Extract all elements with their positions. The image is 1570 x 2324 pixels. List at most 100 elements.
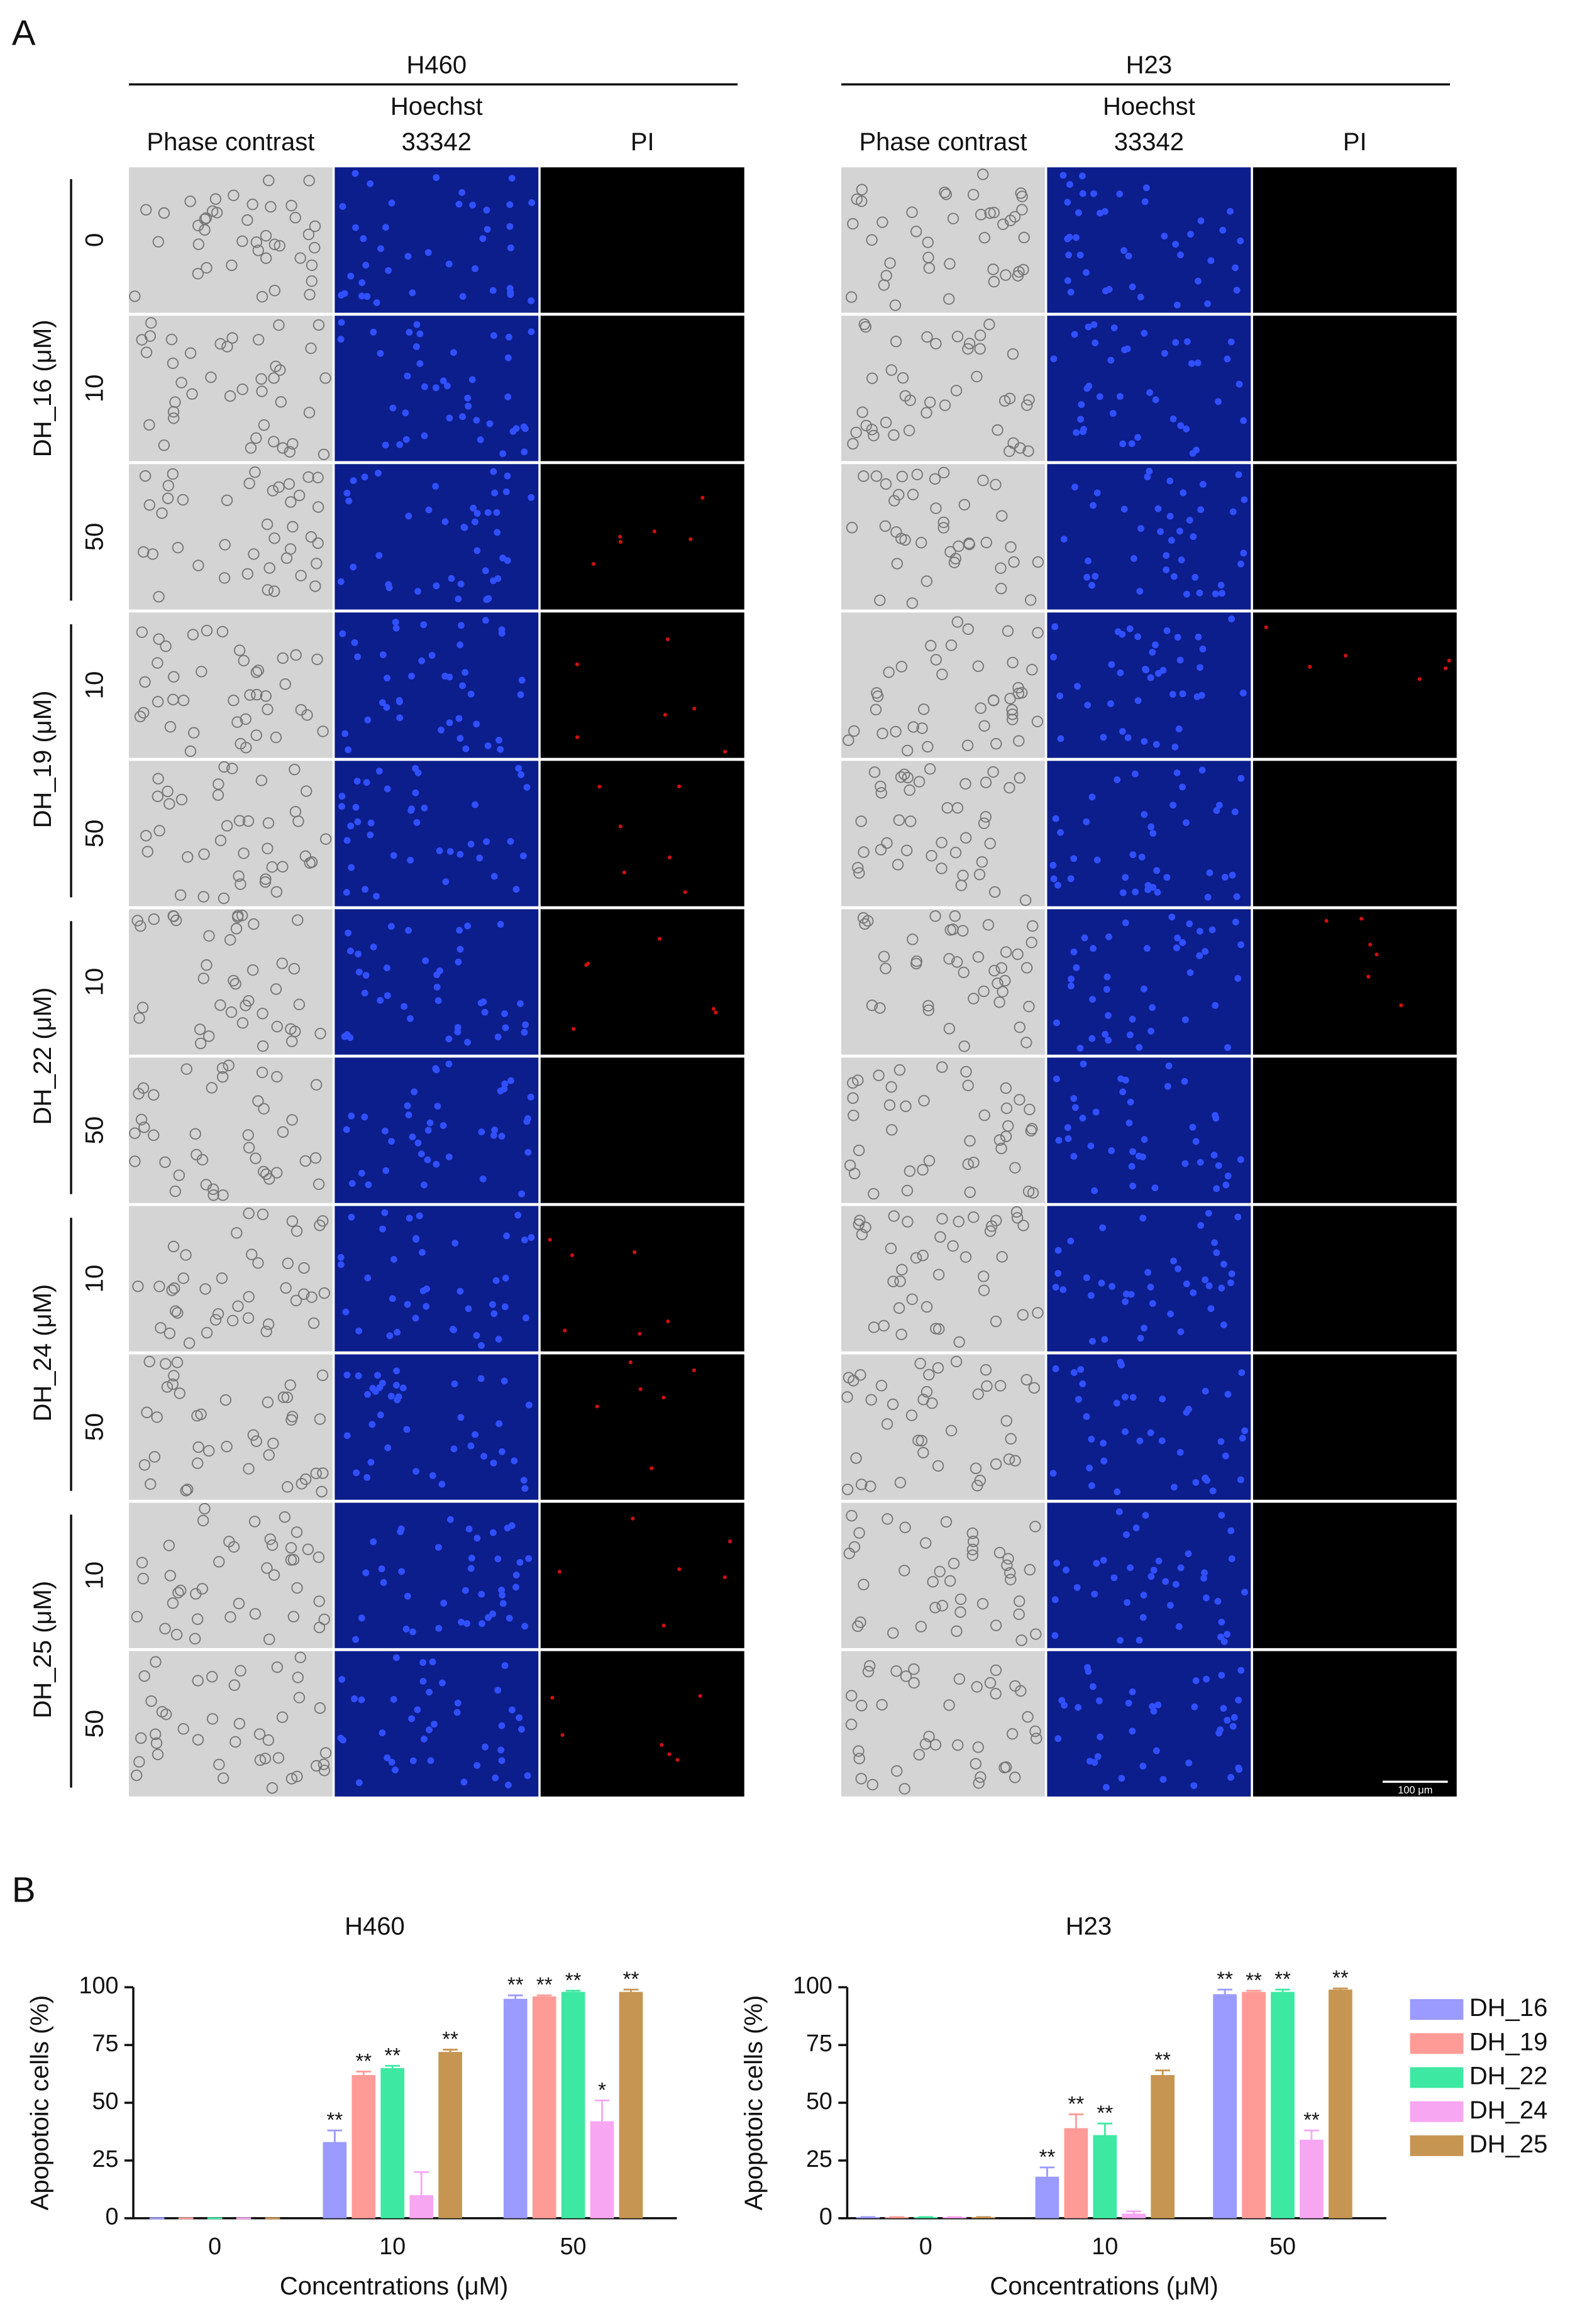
nucleus xyxy=(380,1579,387,1586)
cell xyxy=(311,558,323,570)
nucleus xyxy=(446,1516,454,1523)
nucleus xyxy=(1137,294,1144,301)
y-tick-label: 50 xyxy=(92,2088,119,2114)
significance: ** xyxy=(1217,1968,1233,1991)
nucleus xyxy=(1198,766,1206,774)
cell xyxy=(997,986,1009,998)
nucleus xyxy=(1050,653,1057,661)
cell xyxy=(230,923,243,935)
cell xyxy=(248,918,260,930)
significance: ** xyxy=(1246,1968,1262,1991)
cell xyxy=(904,784,915,796)
cell xyxy=(167,1597,179,1609)
cell xyxy=(886,1124,898,1136)
cell xyxy=(304,289,316,300)
nucleus xyxy=(1097,209,1103,217)
nucleus xyxy=(1194,359,1202,366)
cell xyxy=(140,830,152,842)
bar xyxy=(619,1991,643,2218)
nucleus xyxy=(1176,1449,1184,1456)
nucleus xyxy=(1154,505,1162,512)
nucleus xyxy=(494,1687,502,1694)
nucleus xyxy=(507,838,514,845)
cell xyxy=(197,1514,209,1527)
micrograph xyxy=(1047,464,1251,610)
nucleus xyxy=(388,1758,395,1766)
nucleus xyxy=(379,699,386,707)
nucleus xyxy=(1186,920,1193,927)
pi-spot xyxy=(667,1752,672,1756)
nucleus xyxy=(412,1236,420,1243)
cell xyxy=(132,1280,144,1292)
cell xyxy=(993,1546,1006,1559)
nucleus xyxy=(1217,1633,1224,1641)
column-header: PI xyxy=(631,128,655,156)
nucleus xyxy=(478,1341,485,1349)
cell xyxy=(233,870,245,882)
cell xyxy=(165,333,178,346)
nucleus xyxy=(1083,1274,1090,1282)
nucleus xyxy=(518,1190,526,1198)
nucleus xyxy=(498,1722,506,1729)
cell xyxy=(245,442,257,454)
nucleus xyxy=(361,1113,368,1121)
pi-spot xyxy=(660,1743,664,1747)
nucleus xyxy=(1173,944,1180,952)
cell xyxy=(881,1418,893,1430)
cell xyxy=(1009,1162,1021,1174)
nucleus xyxy=(1217,1438,1225,1445)
cell xyxy=(262,1318,275,1330)
cell xyxy=(164,1570,176,1582)
nucleus xyxy=(345,746,352,754)
bar xyxy=(323,2142,347,2218)
nucleus xyxy=(1129,1727,1136,1735)
column-header: 33342 xyxy=(1114,128,1184,156)
cell xyxy=(152,657,163,669)
cell xyxy=(250,666,263,678)
significance: ** xyxy=(1332,1966,1349,1990)
cell xyxy=(847,1092,859,1104)
nucleus xyxy=(490,332,497,339)
cell xyxy=(1029,1725,1041,1737)
cell xyxy=(172,541,184,554)
cell xyxy=(259,1753,272,1765)
nucleus xyxy=(512,1583,519,1591)
cell xyxy=(169,1282,180,1294)
nucleus xyxy=(1163,566,1170,573)
cell xyxy=(980,1364,992,1376)
nucleus xyxy=(477,436,484,444)
nucleus xyxy=(507,1077,514,1084)
cell xyxy=(312,319,325,331)
cell xyxy=(954,1593,967,1605)
micrograph xyxy=(334,909,539,1055)
micrograph xyxy=(128,464,333,610)
significance: ** xyxy=(327,2108,343,2132)
nucleus xyxy=(1205,1282,1213,1289)
nucleus xyxy=(417,1150,425,1158)
micrograph xyxy=(1252,167,1457,313)
cell xyxy=(858,846,870,858)
nucleus xyxy=(1137,525,1144,532)
pi-spot xyxy=(633,1250,637,1255)
cell xyxy=(850,1452,862,1464)
nucleus xyxy=(495,1420,503,1428)
cell xyxy=(302,228,315,241)
nucleus xyxy=(385,584,393,592)
nucleus xyxy=(412,1314,419,1322)
cell xyxy=(966,1543,979,1556)
cell xyxy=(934,1231,946,1243)
cell xyxy=(932,1269,945,1280)
micrograph xyxy=(128,1651,333,1797)
cell xyxy=(172,1587,184,1599)
nucleus xyxy=(528,297,535,304)
legend-swatch xyxy=(1410,2033,1464,2054)
cell xyxy=(971,370,983,383)
cell xyxy=(159,1622,171,1635)
cell xyxy=(949,910,961,922)
pi-spot xyxy=(728,1539,732,1544)
cell xyxy=(228,1541,240,1553)
nucleus xyxy=(1096,393,1103,400)
nucleus xyxy=(499,1600,507,1607)
nucleus xyxy=(1136,1636,1143,1644)
cell xyxy=(138,1459,151,1471)
